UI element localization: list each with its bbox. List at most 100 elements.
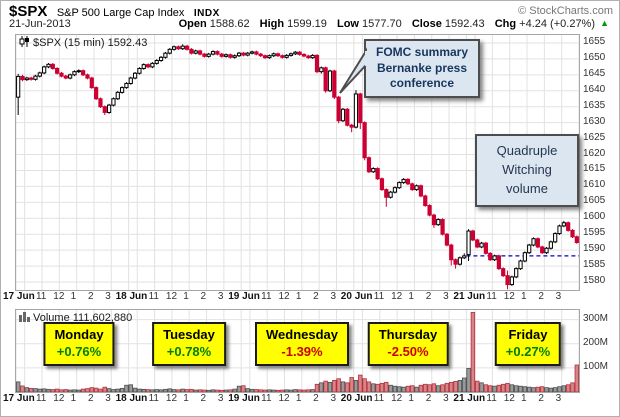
volume-tick-label: 200M [583,336,609,348]
x-axis-hour-label: 1 [521,393,527,404]
price-tick-label: 1635 [583,99,606,111]
quad-line1: Quadruple [496,143,558,158]
x-axis-hour-label: 1 [295,393,302,404]
x-axis-hour-label: 11 [373,393,385,404]
x-axis-hour-label: 11 [261,291,272,302]
high-value: 1599.19 [287,18,327,30]
x-axis-hour-label: 3 [443,393,449,404]
quad-line2: Witching [502,161,552,177]
x-axis-hour-label: 11 [35,393,47,404]
x-axis-hour-label: 11 [35,291,47,302]
x-axis-hour-label: 2 [87,393,94,404]
price-tick-label: 1615 [583,163,606,175]
volume-legend: Volume 111,602,880 [19,311,132,324]
day-box-name: Wednesday [265,327,339,342]
day-box-wednesday: Wednesday -1.39% [254,322,350,367]
price-tick-label: 1655 [583,35,606,47]
price-legend: $SPX (15 min) 1592.43 [19,36,147,49]
price-tick-label: 1585 [583,259,606,271]
header: $SPX S&P 500 Large Cap Index INDX © Stoc… [9,3,613,20]
header-quote-row: 21-Jun-2013 Open 1588.62 High 1599.19 Lo… [9,18,613,31]
x-axis-hour-label: 12 [391,291,403,302]
x-axis-day-label: 20 Jun [340,393,373,404]
x-axis-hour-label: 2 [425,291,432,302]
price-tick-label: 1650 [583,51,606,63]
x-axis-hour-label: 12 [391,393,403,404]
price-tick-label: 1590 [583,243,606,255]
day-box-tuesday: Tuesday +0.78% [152,322,226,367]
fomc-annotation: FOMC summary Bernanke press conference [364,39,480,98]
x-axis-hour-label: 2 [538,291,544,302]
x-axis-hour-label: 1 [408,393,414,404]
date: 21-Jun-2013 [9,18,71,30]
x-axis-hour-label: 2 [425,393,432,404]
exchange: INDX [193,8,220,19]
fomc-line2: Bernanke press [376,60,468,75]
x-axis-hour-label: 12 [165,291,178,302]
x-axis-hour-label: 3 [330,393,337,404]
symbol-name: S&P 500 Large Cap Index [56,7,185,19]
candlestick-icon [19,36,29,47]
x-axis-hour-label: 12 [53,393,65,404]
x-axis-hour-label: 2 [200,291,207,302]
x-axis-hour-label: 3 [555,393,562,404]
x-axis-hour-label: 3 [105,291,111,302]
x-axis-hour-label: 3 [217,291,224,302]
copyright: © StockCharts.com [518,5,613,17]
price-legend-text: $SPX (15 min) 1592.43 [33,37,148,49]
x-axis-hour-label: 2 [313,393,319,404]
x-axis-hour-label: 11 [486,291,497,302]
x-axis-hour-label: 1 [70,291,77,302]
quad-line3: volume [506,180,548,196]
volume-tick-label: 300M [583,312,609,324]
price-candlestick-plot [15,35,580,290]
x-axis-hour-label: 1 [183,393,189,404]
day-box-percent: -1.39% [281,344,323,360]
day-box-monday: Monday +0.76% [43,322,115,367]
chg-label: Chg [494,18,517,30]
price-tick-label: 1600 [583,211,606,223]
open-label: Open [178,18,207,30]
x-axis-hour-label: 12 [278,291,290,302]
x-axis-hour-label: 3 [105,393,111,404]
x-axis-day-label: 19 Jun [228,393,260,404]
day-box-name: Tuesday [163,327,215,342]
price-tick-label: 1595 [583,227,606,239]
volume-tick-label: 100M [583,360,609,372]
x-axis-day-label: 20 Jun [340,291,373,302]
fomc-line1: FOMC summary [375,45,469,59]
low-label: Low [336,18,359,30]
day-box-percent: +0.78% [166,344,212,360]
ohlc-quote: Open 1588.62 High 1599.19 Low 1577.70 Cl… [172,18,609,30]
day-box-friday: Friday +0.27% [494,322,562,367]
x-axis-hour-label: 12 [503,393,515,404]
x-axis-day-label: 18 Jun [115,393,148,404]
price-tick-label: 1640 [583,83,606,95]
x-axis-hour-label: 1 [70,393,77,404]
day-box-percent: +0.76% [56,344,102,360]
day-box-thursday: Thursday -2.50% [367,322,449,367]
x-axis-hour-label: 2 [538,393,544,404]
x-axis-day-label: 21 Jun [453,291,486,302]
price-tick-label: 1630 [583,115,606,127]
quadruple-witching-annotation: Quadruple Witching volume [475,134,579,207]
x-axis-hour-label: 12 [165,393,178,404]
price-tick-label: 1610 [583,179,606,191]
x-axis-hour-label: 11 [148,393,159,404]
x-axis-hour-label: 2 [313,291,319,302]
low-value: 1577.70 [362,18,402,30]
chg-value: +4.24 (+0.27%) [519,18,596,30]
price-tick-label: 1605 [583,195,606,207]
x-axis-hour-label: 1 [183,291,189,302]
price-tick-label: 1645 [583,67,606,79]
x-axis-hour-label: 11 [373,291,385,302]
x-axis-hour-label: 11 [148,291,159,302]
x-axis-hour-label: 12 [503,291,515,302]
x-axis-hour-label: 3 [330,291,337,302]
price-tick-label: 1580 [583,275,606,287]
day-box-name: Monday [54,327,104,342]
x-axis-hour-label: 3 [443,291,449,302]
x-axis-hour-label: 3 [555,291,562,302]
x-axis-hour-label: 1 [408,291,414,302]
